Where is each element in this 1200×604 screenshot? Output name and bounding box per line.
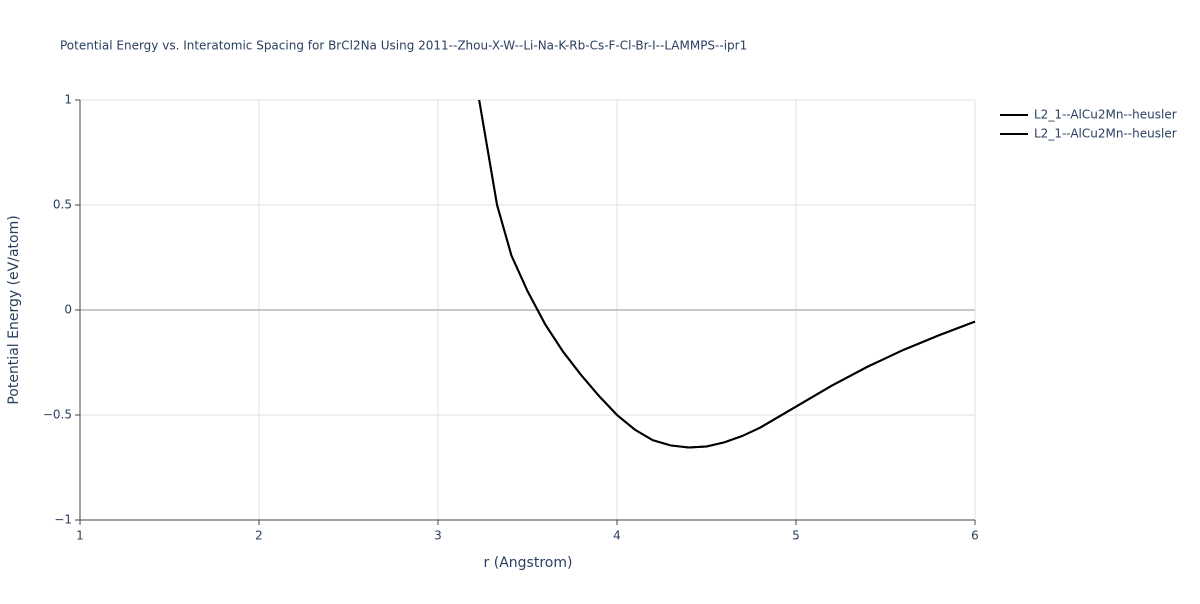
x-tick-label: 6 xyxy=(971,529,979,543)
chart-title: Potential Energy vs. Interatomic Spacing… xyxy=(60,39,747,53)
legend-label: L2_1--AlCu2Mn--heusler xyxy=(1034,108,1177,122)
x-tick-label: 2 xyxy=(255,529,263,543)
legend-label: L2_1--AlCu2Mn--heusler xyxy=(1034,127,1177,141)
x-axis-label: r (Angstrom) xyxy=(484,555,573,571)
x-tick-label: 5 xyxy=(792,529,800,543)
y-axis-label: Potential Energy (eV/atom) xyxy=(6,215,22,404)
y-tick-label: −0.5 xyxy=(43,408,72,422)
y-tick-label: 0.5 xyxy=(53,198,72,212)
line-series xyxy=(478,99,976,449)
y-tick-label: 0 xyxy=(64,303,72,317)
line-series xyxy=(478,99,976,449)
x-tick-label: 4 xyxy=(613,529,621,543)
y-tick-label: −1 xyxy=(54,513,72,527)
x-tick-label: 3 xyxy=(434,529,442,543)
y-tick-label: 1 xyxy=(64,93,72,107)
x-tick-label: 1 xyxy=(76,529,84,543)
